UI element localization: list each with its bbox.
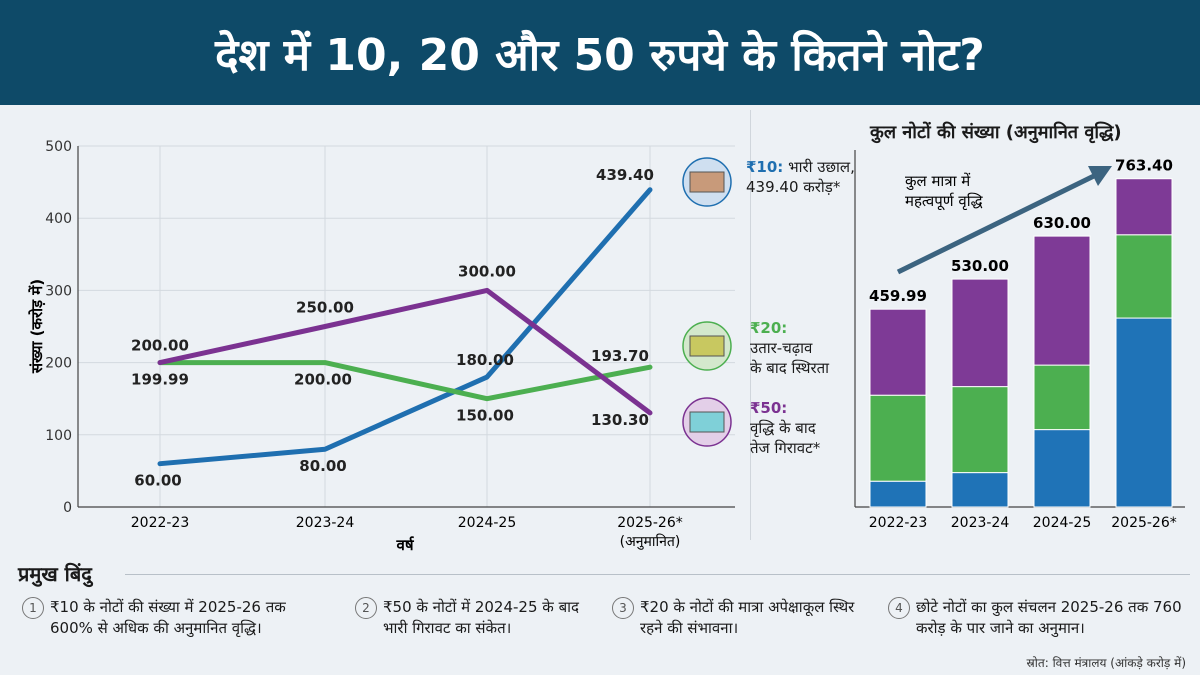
y-tick-label: 500 [45, 139, 72, 155]
bar-segment [869, 394, 927, 482]
bar-annotation: कुल मात्रा में [905, 172, 971, 191]
x-tick-label: 2023-24 [296, 515, 355, 531]
bar-total-label: 459.99 [869, 287, 927, 305]
key-points-title: प्रमुख बिंदु [18, 562, 92, 586]
data-label: 60.00 [134, 472, 181, 490]
note-image [689, 171, 725, 193]
bar-segment [869, 480, 927, 508]
callout-rs10: ₹10: भारी उछाल, 439.40 करोड़* [746, 157, 855, 197]
y-tick-label: 100 [45, 428, 72, 444]
line-series-₹10 [157, 187, 653, 467]
line-series-₹20 [157, 360, 653, 402]
divider [750, 110, 751, 540]
point-number: 1 [22, 597, 44, 619]
divider [125, 574, 1190, 575]
x-tick-label: 2025-26* [617, 515, 683, 531]
bar-segment [951, 386, 1009, 474]
source-note: स्रोत: वित्त मंत्रालय (आंकड़े करोड़ में) [1026, 656, 1186, 670]
bar-annotation: महत्वपूर्ण वृद्धि [905, 192, 984, 211]
key-point: 1 ₹10 के नोटों की संख्या में 2025-26 तक 6… [22, 597, 292, 639]
callout-text: भारी उछाल, [788, 158, 855, 176]
callout-head: ₹20: [750, 319, 788, 337]
data-label: 199.99 [131, 371, 189, 389]
callout-text: तेज गिरावट* [750, 439, 821, 457]
data-label: 200.00 [294, 371, 352, 389]
bar-segment [869, 308, 927, 396]
y-tick-label: 0 [63, 500, 72, 516]
callout-text: वृद्धि के बाद [750, 419, 816, 437]
page-title: देश में 10, 20 और 50 रुपये के कितने नोट? [215, 29, 985, 81]
key-point: 3 ₹20 के नोटों की मात्रा अपेक्षाकूल स्थिर… [612, 597, 872, 639]
point-text: ₹50 के नोटों में 2024-25 के बाद भारी गिर… [383, 598, 579, 637]
bar-segment [951, 278, 1009, 388]
x-axis-label: वर्ष [395, 536, 414, 554]
bar-segment [1115, 178, 1173, 236]
bar-segment [1115, 234, 1173, 319]
point-number: 3 [612, 597, 634, 619]
data-label: 200.00 [131, 337, 189, 355]
x-tick-label: 2025-26* [1111, 515, 1177, 531]
bar-total-label: 530.00 [951, 257, 1009, 275]
data-label: 130.30 [591, 411, 649, 429]
point-text: छोटे नोटों का कुल संचलन 2025-26 तक 760 क… [916, 598, 1182, 637]
data-label: 180.00 [456, 351, 514, 369]
bar-total-label: 630.00 [1033, 214, 1091, 232]
callout-head: ₹50: [750, 399, 788, 417]
bar-segment [1033, 364, 1091, 431]
callout-rs50: ₹50: वृद्धि के बाद तेज गिरावट* [750, 398, 820, 458]
callout-rs20: ₹20: उतार-चढ़ाव के बाद स्थिरता [750, 318, 829, 378]
callout-text: उतार-चढ़ाव [750, 339, 813, 357]
y-tick-label: 200 [45, 356, 72, 372]
data-label: 193.70 [591, 347, 649, 365]
point-text: ₹10 के नोटों की संख्या में 2025-26 तक 60… [50, 598, 286, 637]
x-tick-label: 2024-25 [1033, 515, 1092, 531]
bar-total-label: 763.40 [1115, 157, 1173, 175]
bar-segment [1033, 235, 1091, 366]
key-point: 2 ₹50 के नोटों में 2024-25 के बाद भारी गि… [355, 597, 605, 639]
x-tick-sublabel: (अनुमानित) [620, 533, 681, 550]
point-text: ₹20 के नोटों की मात्रा अपेक्षाकूल स्थिर … [640, 598, 855, 637]
point-number: 2 [355, 597, 377, 619]
y-axis-label: संख्या (करोड़ में) [28, 279, 46, 374]
data-label: 250.00 [296, 299, 354, 317]
callout-text: 439.40 करोड़* [746, 178, 841, 196]
trend-arrow-shaft [896, 170, 1102, 275]
data-label: 300.00 [458, 262, 516, 280]
data-label: 150.00 [456, 407, 514, 425]
note-image [689, 335, 725, 357]
trend-arrow-head-icon [1088, 166, 1112, 186]
y-tick-label: 400 [45, 211, 72, 227]
bar-segment [1115, 317, 1173, 508]
y-tick-label: 300 [45, 283, 72, 299]
x-tick-label: 2023-24 [951, 515, 1010, 531]
bar-segment [1033, 429, 1091, 508]
line-series-₹50 [157, 287, 653, 416]
key-point: 4 छोटे नोटों का कुल संचलन 2025-26 तक 760 … [888, 597, 1188, 639]
callout-head: ₹10: [746, 158, 784, 176]
x-tick-label: 2022-23 [131, 515, 190, 531]
bar-chart-title: कुल नोटों की संख्या (अनुमानित वृद्धि) [870, 122, 1122, 143]
bar-segment [951, 472, 1009, 508]
x-tick-label: 2024-25 [458, 515, 517, 531]
data-label: 439.40 [596, 166, 654, 184]
data-label: 80.00 [299, 457, 346, 475]
callout-text: के बाद स्थिरता [750, 359, 830, 377]
title-bar: देश में 10, 20 और 50 रुपये के कितने नोट? [0, 0, 1200, 105]
note-image [689, 411, 725, 433]
point-number: 4 [888, 597, 910, 619]
x-tick-label: 2022-23 [869, 515, 928, 531]
